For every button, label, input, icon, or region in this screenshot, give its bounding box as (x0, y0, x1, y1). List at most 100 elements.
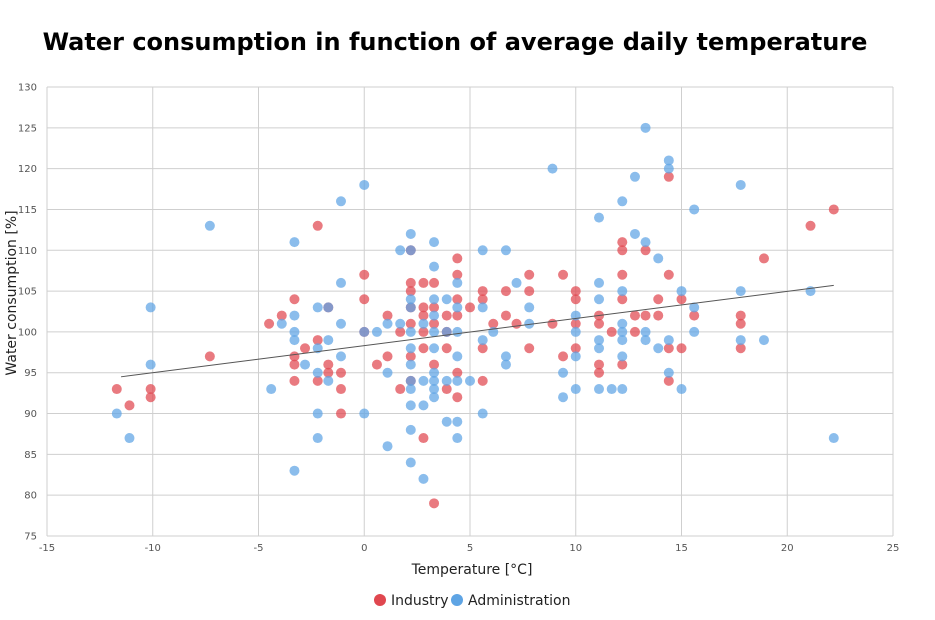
administration-point (547, 163, 558, 174)
administration-point (441, 375, 452, 386)
administration-point (429, 294, 440, 305)
data-points (111, 122, 839, 509)
administration-point (300, 359, 311, 370)
y-axis-label: Water consumption [%] (4, 210, 20, 375)
administration-point (429, 237, 440, 248)
administration-point (617, 351, 628, 362)
industry-point (500, 310, 511, 321)
industry-point (382, 310, 393, 321)
administration-point (429, 375, 440, 386)
administration-point (405, 302, 416, 313)
administration-point (653, 253, 664, 264)
industry-point (429, 318, 440, 329)
administration-point (640, 237, 651, 248)
trendline (120, 284, 834, 378)
industry-point (405, 277, 416, 288)
administration-point (452, 326, 463, 337)
chart-title: Water consumption in function of average… (43, 28, 868, 56)
industry-point (395, 384, 406, 395)
administration-point (418, 400, 429, 411)
administration-point (617, 326, 628, 337)
administration-point (335, 351, 346, 362)
industry-legend-label: Industry (391, 593, 449, 609)
industry-point (359, 269, 370, 280)
administration-point (524, 302, 535, 313)
industry-point (111, 384, 122, 395)
administration-point (594, 343, 605, 354)
industry-point (617, 237, 628, 248)
administration-point (429, 310, 440, 321)
trendline-group (120, 284, 834, 378)
industry-point (429, 498, 440, 509)
x-axis-label: Temperature [°C] (411, 562, 533, 578)
y-tick-label: 100 (18, 327, 37, 338)
administration-point (418, 375, 429, 386)
industry-point (735, 318, 746, 329)
industry-point (629, 326, 640, 337)
administration-point (441, 416, 452, 427)
administration-point (405, 400, 416, 411)
administration-point (359, 408, 370, 419)
administration-point (735, 179, 746, 190)
industry-point (663, 375, 674, 386)
administration-point (524, 318, 535, 329)
administration-point (640, 335, 651, 346)
administration-point (594, 335, 605, 346)
industry-point (452, 367, 463, 378)
industry-point (441, 384, 452, 395)
x-tick-label: -15 (39, 543, 55, 554)
x-tick-label: 5 (467, 543, 473, 554)
administration-point (594, 294, 605, 305)
y-tick-label: 110 (18, 246, 37, 257)
industry-point (452, 253, 463, 264)
industry-point (312, 220, 323, 231)
administration-point (429, 384, 440, 395)
industry-point (276, 310, 287, 321)
x-tick-label: 0 (361, 543, 367, 554)
administration-point (382, 441, 393, 452)
administration-legend-label: Administration (468, 593, 570, 609)
administration-point (429, 261, 440, 272)
administration-point (617, 196, 628, 207)
administration-point (663, 335, 674, 346)
administration-point (629, 228, 640, 239)
administration-point (266, 384, 277, 395)
x-tick-label: 10 (569, 543, 582, 554)
industry-point (828, 204, 839, 215)
y-tick-label: 130 (18, 83, 37, 94)
administration-point (405, 384, 416, 395)
industry-point (477, 343, 488, 354)
administration-point (828, 433, 839, 444)
industry-point (689, 310, 700, 321)
administration-point (689, 204, 700, 215)
industry-point (359, 294, 370, 305)
administration-point (335, 196, 346, 207)
industry-point (477, 375, 488, 386)
administration-point (465, 375, 475, 386)
industry-point (617, 269, 628, 280)
industry-point (640, 245, 651, 256)
industry-point (653, 294, 664, 305)
y-tick-label: 120 (18, 164, 37, 175)
administration-point (335, 318, 346, 329)
administration-point (289, 326, 300, 337)
industry-point (594, 359, 605, 370)
administration-point (558, 367, 569, 378)
industry-point (676, 343, 687, 354)
industry-point (663, 343, 674, 354)
industry-point (594, 367, 605, 378)
industry-point (594, 318, 605, 329)
administration-point (382, 367, 393, 378)
industry-point (145, 384, 156, 395)
administration-point (312, 343, 323, 354)
administration-point (663, 155, 674, 166)
administration-point (204, 220, 215, 231)
administration-point (323, 375, 334, 386)
administration-point (405, 375, 416, 386)
industry-point (570, 343, 581, 354)
administration-point (594, 384, 605, 395)
administration-point (395, 318, 406, 329)
industry-point (558, 269, 569, 280)
industry-point (570, 318, 581, 329)
